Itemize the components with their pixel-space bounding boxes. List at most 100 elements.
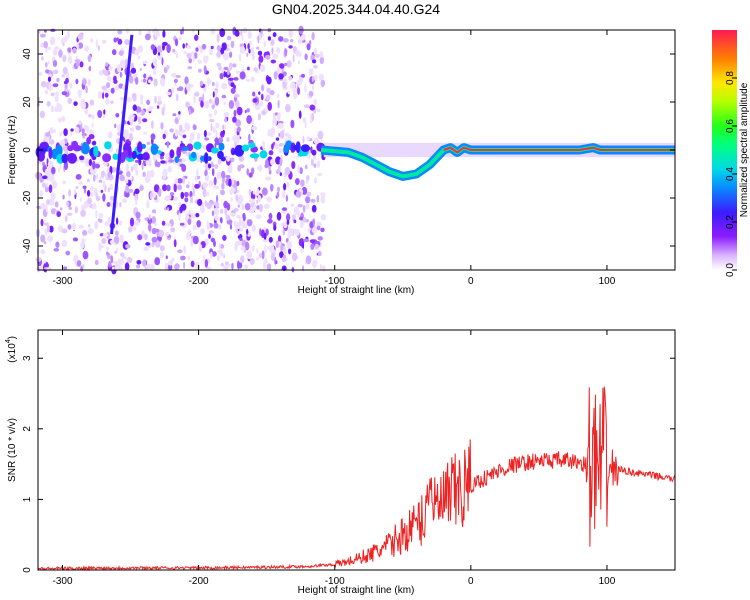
- noise-speck: [233, 77, 239, 81]
- noise-speck: [40, 234, 46, 243]
- zero-blob: [55, 144, 63, 157]
- snr-y-ticks: 0 1 2 3: [22, 355, 675, 573]
- noise-speck: [295, 190, 302, 198]
- noise-speck: [173, 183, 177, 193]
- noise-speck: [154, 95, 157, 104]
- noise-speck: [157, 52, 161, 56]
- x-tick-label: 0: [468, 576, 474, 587]
- noise-speck: [171, 72, 177, 78]
- noise-speck: [107, 187, 110, 193]
- noise-speck: [188, 58, 192, 64]
- noise-speck: [215, 129, 218, 139]
- noise-speck: [124, 262, 130, 271]
- noise-speck: [288, 45, 293, 49]
- noise-speck: [297, 60, 300, 65]
- noise-speck: [177, 178, 183, 184]
- noise-speck: [223, 52, 229, 61]
- noise-speck: [169, 128, 174, 133]
- noise-speck: [270, 59, 276, 64]
- noise-speck: [263, 40, 266, 47]
- zero-blob: [190, 151, 197, 159]
- noise-speck: [235, 70, 241, 74]
- noise-speck: [222, 234, 227, 241]
- noise-speck: [290, 39, 294, 43]
- noise-speck: [69, 82, 73, 89]
- noise-speck: [145, 33, 151, 41]
- noise-speck: [286, 181, 290, 188]
- x-tick-label: -100: [325, 576, 345, 587]
- noise-speck: [267, 218, 273, 224]
- noise-speck: [179, 163, 186, 168]
- noise-speck: [300, 247, 304, 254]
- noise-speck: [293, 219, 297, 224]
- noise-speck: [153, 67, 157, 76]
- noise-speck: [123, 129, 129, 139]
- noise-speck: [74, 206, 79, 214]
- noise-speck: [193, 95, 196, 104]
- noise-speck: [186, 184, 190, 189]
- noise-speck: [284, 62, 288, 66]
- noise-speck: [270, 183, 274, 192]
- noise-speck: [62, 55, 66, 63]
- noise-speck: [139, 185, 144, 191]
- noise-speck: [52, 48, 58, 56]
- noise-speck: [206, 202, 212, 210]
- noise-speck: [267, 129, 273, 137]
- noise-speck: [170, 227, 176, 233]
- spectrogram-y-ticks: -40 -20 0 20 40: [22, 48, 675, 253]
- noise-speck: [224, 118, 228, 123]
- x-tick-label: -100: [325, 276, 345, 287]
- snr-multiplier-base: (x10: [7, 343, 18, 363]
- noise-speck: [204, 169, 208, 177]
- noise-speck: [256, 205, 260, 210]
- noise-speck: [151, 209, 157, 214]
- noise-speck: [261, 187, 268, 196]
- noise-speck: [218, 242, 221, 250]
- noise-speck: [290, 119, 295, 129]
- noise-speck: [197, 175, 201, 180]
- noise-speck: [82, 250, 89, 260]
- noise-speck: [91, 140, 97, 146]
- noise-speck: [298, 51, 302, 57]
- noise-speck: [249, 208, 255, 214]
- noise-speck: [128, 188, 134, 193]
- noise-speck: [183, 261, 186, 270]
- noise-speck: [167, 166, 172, 173]
- noise-speck: [56, 211, 61, 218]
- noise-speck: [276, 186, 281, 193]
- noise-speck: [192, 53, 195, 63]
- noise-speck: [54, 201, 59, 208]
- noise-speck: [128, 75, 134, 84]
- noise-speck: [111, 166, 117, 173]
- noise-speck: [135, 264, 141, 269]
- zero-blob: [311, 149, 317, 156]
- noise-speck: [210, 123, 213, 132]
- noise-speck: [143, 131, 147, 135]
- noise-speck: [120, 252, 125, 257]
- noise-speck: [241, 34, 244, 41]
- noise-speck: [81, 128, 85, 134]
- noise-speck: [177, 249, 183, 254]
- noise-speck: [226, 137, 230, 143]
- noise-speck: [265, 54, 271, 60]
- colorbar-tick-label: 0.4: [725, 167, 736, 181]
- noise-speck: [161, 57, 164, 66]
- noise-speck: [42, 162, 46, 167]
- noise-speck: [282, 38, 289, 43]
- noise-speck: [200, 228, 206, 235]
- noise-speck: [72, 222, 76, 231]
- noise-speck: [192, 188, 195, 197]
- noise-speck: [211, 81, 215, 87]
- noise-speck: [278, 148, 283, 154]
- noise-speck: [214, 215, 219, 221]
- noise-speck: [92, 205, 95, 210]
- noise-speck: [175, 75, 181, 78]
- noise-speck: [311, 113, 315, 122]
- noise-speck: [137, 55, 141, 59]
- noise-speck: [210, 237, 216, 243]
- noise-speck: [213, 185, 219, 190]
- noise-speck: [252, 102, 255, 106]
- noise-speck: [65, 34, 68, 43]
- y-tick-label: 20: [22, 96, 33, 108]
